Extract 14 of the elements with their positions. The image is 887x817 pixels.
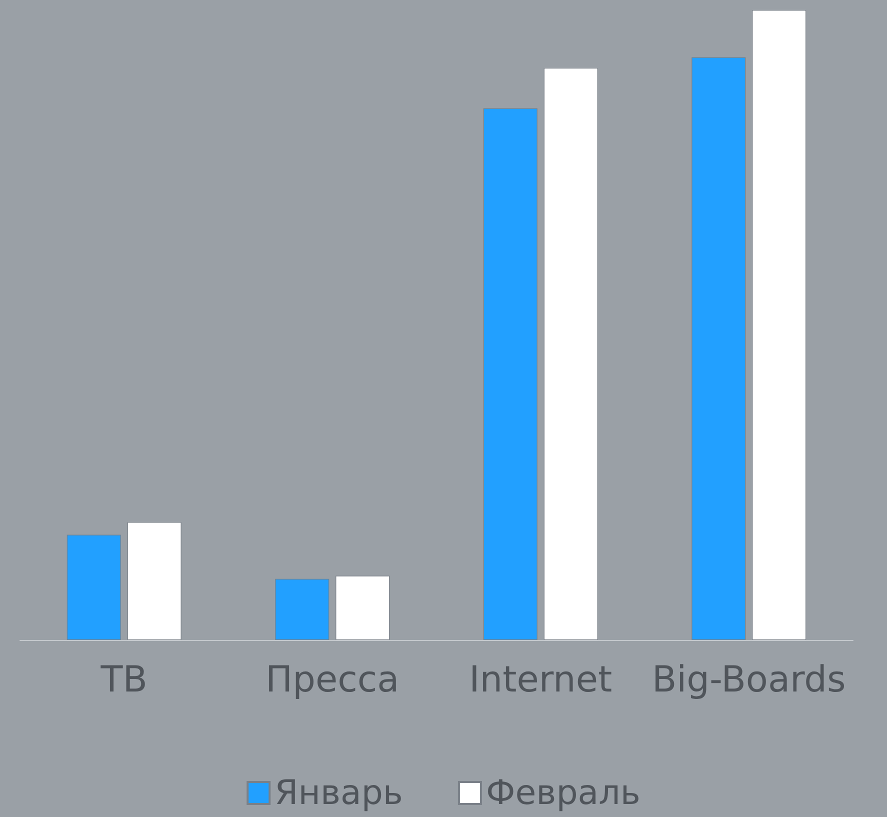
bar [483,108,538,640]
x-tick-label: ТВ [100,660,148,700]
bar [127,522,182,640]
bar [692,57,746,640]
x-tick-label: Пресса [266,660,400,700]
bar [544,68,598,640]
x-tick-label: Internet [469,660,612,700]
bar [275,578,330,640]
legend-label: Январь [274,773,403,813]
bar [336,576,390,640]
bar [752,10,806,640]
bar [66,534,121,640]
legend-label: Февраль [486,773,640,813]
x-tick-label: Big-Boards [652,660,846,700]
